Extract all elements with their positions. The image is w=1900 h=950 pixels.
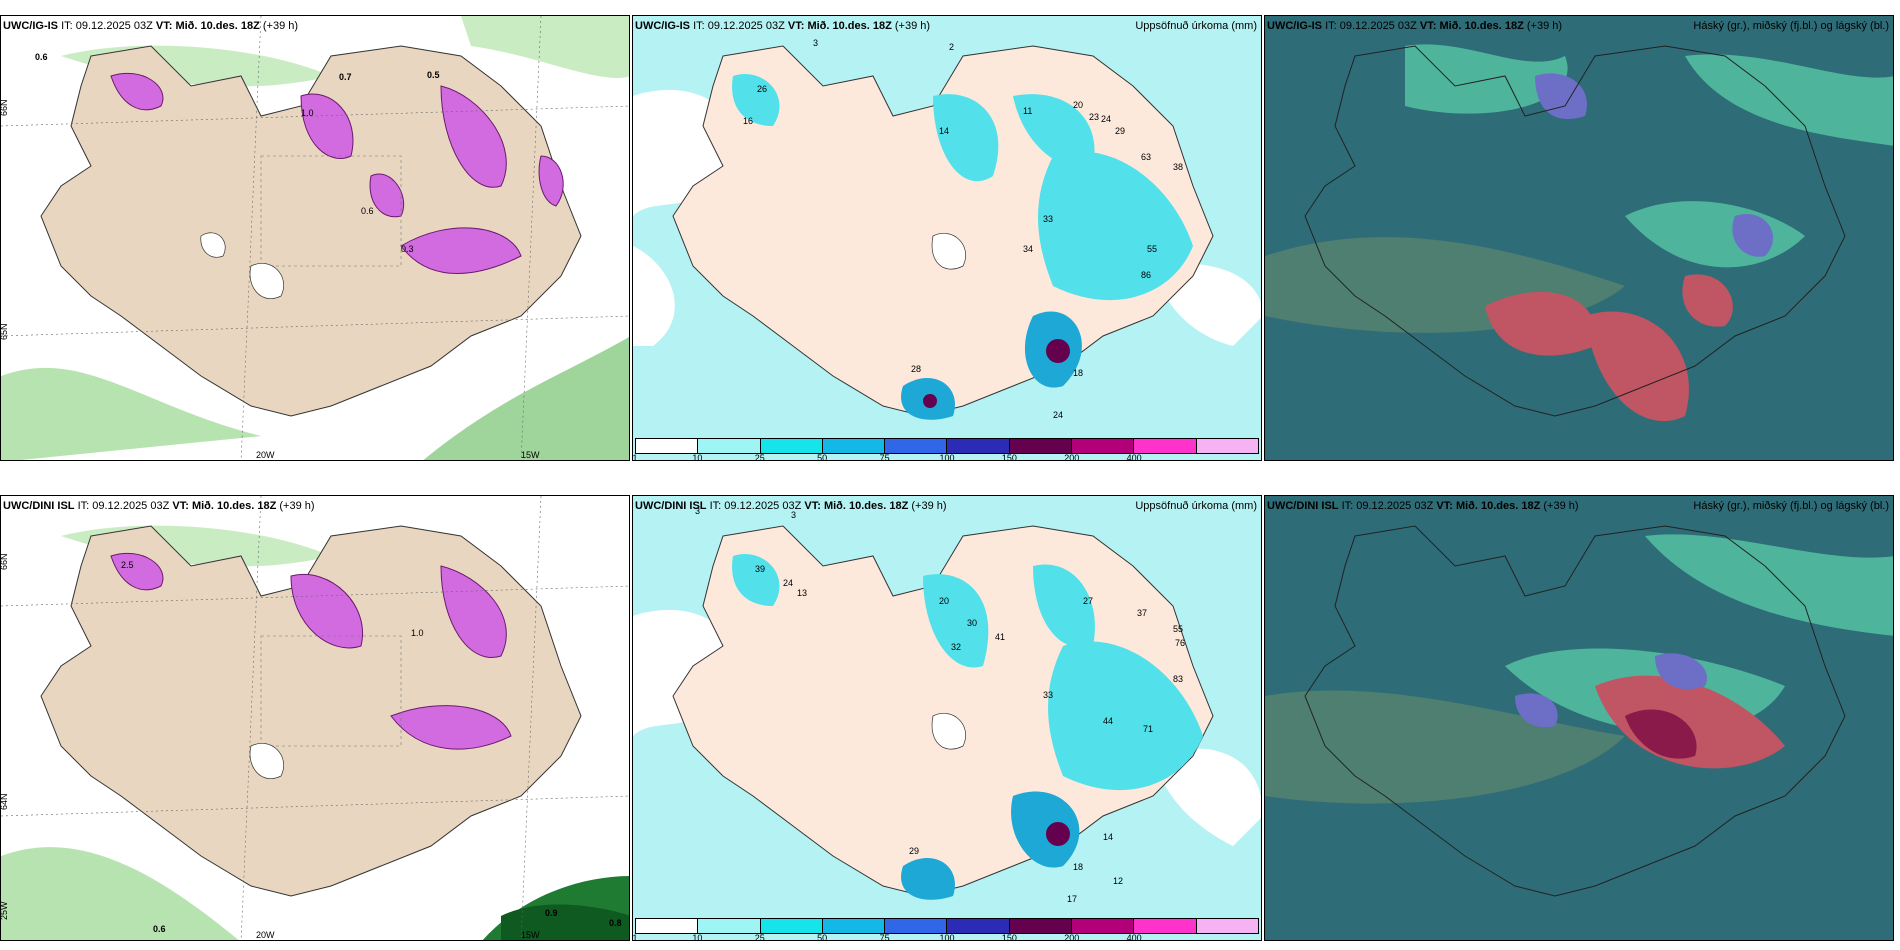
value-label: 0.9	[545, 908, 558, 918]
value-label: 28	[911, 364, 921, 374]
colorbar-tick-label: 200	[1064, 933, 1080, 941]
value-label: 2.5	[121, 560, 134, 570]
value-label: 14	[1103, 832, 1113, 842]
value-label: 3	[695, 506, 700, 516]
precip-map: 3 3 39 24 13 20 30 32 41 27 37 55 76 83 …	[633, 496, 1261, 940]
colorbar-tick-label: 50	[817, 933, 828, 941]
panel-igis-precip: UWC/IG-IS IT: 09.12.2025 03Z VT: Mið. 10…	[632, 15, 1262, 461]
panel-dini-precip: UWC/DINI ISL IT: 09.12.2025 03Z VT: Mið.…	[632, 495, 1262, 941]
lon-label: 20W	[256, 930, 275, 940]
colorbar-tick-label: 10	[692, 453, 703, 461]
lon-label: 20W	[256, 450, 275, 460]
value-label: 18	[1073, 368, 1083, 378]
value-label: 86	[1141, 270, 1151, 280]
value-label: 12	[1113, 876, 1123, 886]
value-label: 2	[949, 42, 954, 52]
value-label: 11	[1023, 106, 1032, 116]
colorbar-tick-label: 200	[1064, 453, 1080, 461]
lat-label: 66N	[1, 553, 9, 570]
value-label: 0.6	[153, 924, 166, 934]
lon-label: 15W	[521, 450, 540, 460]
value-label: 76	[1175, 638, 1185, 648]
value-label: 14	[939, 126, 949, 136]
value-label: 29	[1115, 126, 1125, 136]
value-label: 1.0	[411, 628, 424, 638]
value-label: 0.5	[427, 70, 440, 80]
panel-igis-cloud: UWC/IG-IS IT: 09.12.2025 03Z VT: Mið. 10…	[1264, 15, 1894, 461]
value-label: 0.6	[361, 206, 374, 216]
value-label: 39	[755, 564, 765, 574]
value-label: 17	[1067, 894, 1077, 904]
lat-label: 25W	[1, 901, 9, 920]
colorbar-tick-label: 10	[692, 933, 703, 941]
lon-label: 15W	[521, 930, 540, 940]
value-label: 24	[1053, 410, 1063, 420]
colorbar-tick-label: 1	[632, 933, 638, 941]
cloud-map	[1265, 496, 1893, 940]
value-label: 38	[1173, 162, 1183, 172]
colorbar-tick-label: 1	[632, 453, 638, 461]
wind-snow-map: 66N 64N 25W 20W 15W 0.6 0.9 0.8 2.5 1.0	[1, 496, 629, 940]
cloud-map	[1265, 16, 1893, 460]
value-label: 27	[1083, 596, 1093, 606]
colorbar-tick-label: 100	[939, 453, 955, 461]
value-label: 24	[1101, 114, 1111, 124]
lat-label: 65N	[1, 323, 9, 340]
value-label: 0.7	[339, 72, 352, 82]
value-label: 0.6	[35, 52, 48, 62]
value-label: 0.8	[609, 918, 622, 928]
colorbar-tick-label: 75	[879, 933, 890, 941]
value-label: 33	[1043, 214, 1053, 224]
value-label: 32	[951, 642, 961, 652]
value-label: 33	[1043, 690, 1053, 700]
value-label: 20	[939, 596, 949, 606]
value-label: 26	[757, 84, 767, 94]
value-label: 1.0	[301, 108, 314, 118]
colorbar-tick-label: 150	[1001, 453, 1017, 461]
colorbar-labels: 1 10 25 50 75 100 150 200 400	[632, 933, 1259, 941]
value-label: 34	[1023, 244, 1033, 254]
colorbar-labels: 1 10 25 50 75 100 150 200 400	[632, 453, 1259, 461]
value-label: 41	[995, 632, 1005, 642]
colorbar-tick-label: 75	[879, 453, 890, 461]
value-label: 24	[783, 578, 793, 588]
value-label: 83	[1173, 674, 1183, 684]
panel-dini-wind: UWC/DINI ISL IT: 09.12.2025 03Z VT: Mið.…	[0, 495, 630, 941]
colorbar-tick-label: 400	[1126, 933, 1142, 941]
value-label: 71	[1143, 724, 1153, 734]
value-label: 23	[1089, 112, 1099, 122]
value-label: 13	[797, 588, 807, 598]
value-label: 63	[1141, 152, 1151, 162]
precip-map: 3 2 16 26 14 11 20 23 24 29 63 38 33 55 …	[633, 16, 1261, 460]
panel-dini-cloud: UWC/DINI ISL IT: 09.12.2025 03Z VT: Mið.…	[1264, 495, 1894, 941]
colorbar-tick-label: 50	[817, 453, 828, 461]
panel-igis-wind: UWC/IG-IS IT: 09.12.2025 03Z VT: Mið. 10…	[0, 15, 630, 461]
value-label: 18	[1073, 862, 1083, 872]
value-label: 37	[1137, 608, 1147, 618]
value-label: 55	[1147, 244, 1157, 254]
value-label: 3	[813, 38, 818, 48]
precip-colorbar: 1 10 25 50 75 100 150 200 400	[632, 438, 1259, 461]
colorbar-tick-label: 150	[1001, 933, 1017, 941]
lat-label: 66N	[1, 99, 9, 116]
value-label: 29	[909, 846, 919, 856]
lat-label: 64N	[1, 793, 9, 810]
value-label: 20	[1073, 100, 1083, 110]
value-label: 44	[1103, 716, 1113, 726]
value-label: 30	[967, 618, 977, 628]
wind-snow-map: 66N 65N 20W 15W 0.6 0.5 0.7 0.3 0.6 1.0	[1, 16, 629, 460]
value-label: 55	[1173, 624, 1183, 634]
colorbar-tick-label: 400	[1126, 453, 1142, 461]
value-label: 3	[791, 510, 796, 520]
precip-colorbar: 1 10 25 50 75 100 150 200 400	[632, 918, 1259, 941]
colorbar-tick-label: 25	[754, 453, 765, 461]
colorbar-tick-label: 100	[939, 933, 955, 941]
value-label: 0.3	[401, 244, 414, 254]
value-label: 16	[743, 116, 753, 126]
colorbar-tick-label: 25	[754, 933, 765, 941]
